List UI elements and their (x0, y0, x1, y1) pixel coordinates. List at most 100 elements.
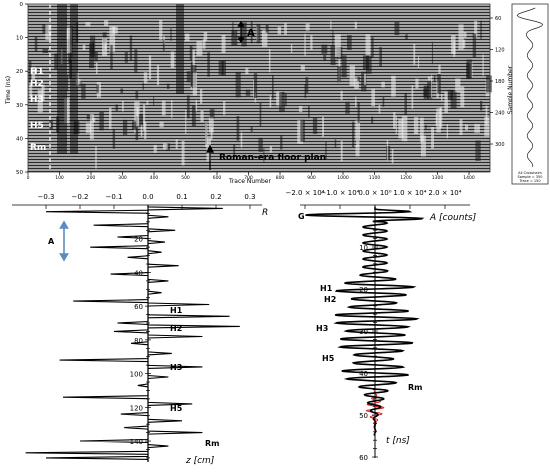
radargram-streak (170, 51, 175, 69)
radargram-streak (102, 37, 108, 57)
amplitude-label-H5: H5 (322, 354, 335, 363)
radargram-streak (122, 119, 128, 135)
radargram-streak (221, 60, 226, 76)
radargram-streak (233, 144, 236, 158)
radargram-streak (89, 114, 94, 140)
radargram-streak (120, 88, 124, 94)
radargram-streak (357, 76, 360, 82)
radargram-streak (269, 95, 272, 108)
radargram-streak (391, 75, 396, 97)
amplitude-x-label: A [counts] (429, 213, 477, 223)
radargram-label-H2: H2 (30, 79, 44, 89)
radargram-streak (261, 30, 268, 48)
radargram-streak (146, 100, 149, 106)
radargram-streak (305, 23, 310, 31)
radargram-streak (192, 72, 198, 96)
radargram-streak (256, 23, 261, 44)
radargram-streak (162, 143, 168, 150)
amplitude-label-Rm: Rm (408, 383, 423, 392)
radargram-streak (253, 73, 258, 99)
radargram-streak (170, 28, 172, 41)
radargram-streak (54, 53, 58, 70)
radargram-streak (455, 78, 461, 93)
reflectivity-label-Rm: Rm (205, 439, 220, 448)
radargram-streak (345, 101, 350, 114)
floor-plan-arrow (205, 144, 215, 170)
radargram-streak (41, 84, 45, 101)
reflectivity-y-label: z [cm] (185, 456, 215, 466)
radargram-streak (340, 140, 343, 162)
radargram-streak (352, 121, 355, 148)
radargram-streak (265, 24, 269, 33)
radargram-streak (210, 127, 213, 140)
radargram-streak (417, 56, 420, 68)
radargram-streak (195, 99, 198, 112)
radargram-y-label: Time (ns) (5, 76, 12, 105)
radargram-streak (362, 55, 369, 71)
radargram-streak (236, 116, 240, 141)
radargram-streak (420, 135, 426, 157)
radargram-streak (96, 84, 99, 93)
radargram-x-tick-label: 100 (55, 175, 64, 181)
radargram-streak (365, 34, 371, 56)
radargram-streak (431, 127, 434, 149)
radargram-streak (431, 75, 433, 98)
radargram-x-tick-label: 1100 (369, 175, 381, 181)
radargram-streak (349, 65, 355, 86)
radargram-streak (321, 44, 328, 54)
radargram-streak (419, 117, 424, 142)
radargram-y-tick-label: 10 (16, 36, 23, 42)
amplitude-x-tick-label: −2.0 × 10⁴ (285, 189, 324, 197)
radargram-streak (436, 108, 441, 133)
radargram-streaks (28, 4, 492, 169)
radargram-streak (354, 21, 357, 29)
reflectivity-spikes (25, 205, 240, 462)
reflectivity-label-H5: H5 (170, 404, 183, 413)
radargram-streak (415, 78, 419, 89)
radargram-streak (434, 75, 436, 83)
radargram-streak (355, 96, 357, 107)
radargram-streak (297, 120, 304, 144)
radargram-streak (386, 139, 389, 162)
reflectivity-y-tick-label: 20 (134, 236, 143, 244)
radargram-streak (284, 23, 287, 35)
radargram-streak (475, 140, 481, 161)
reflectivity-x-tick-label: 0.2 (210, 193, 221, 201)
radargram-streak (75, 78, 81, 85)
radargram-streak (356, 140, 360, 147)
radargram: 0 10 20 30 40 50 Time (ns) 0 100 200 300 400 500 60… (5, 2, 514, 185)
radargram-streak (186, 95, 190, 119)
radargram-x-tick-label: 300 (118, 175, 127, 181)
radargram-streak (354, 78, 359, 89)
radargram-streak (480, 20, 482, 39)
radargram-x-tick-label: 900 (307, 175, 316, 181)
radargram-arrow-A (237, 20, 245, 44)
radargram-streak (312, 117, 318, 134)
radargram-streak (92, 41, 94, 55)
reflectivity-y-tick-label: 120 (130, 404, 143, 412)
radargram-streak (447, 89, 453, 100)
radargram-streak (486, 75, 492, 93)
radargram-streak (271, 74, 274, 99)
radargram-streak (378, 104, 381, 114)
radargram-streak (153, 96, 155, 106)
trace-inset: All Crosshairs Sample = 350 Trace = 150 (511, 3, 549, 185)
radargram-streak (110, 44, 113, 70)
radargram-x-tick-label: 700 (244, 175, 253, 181)
radargram-streak (192, 49, 195, 72)
radargram-label-H1: H1 (30, 67, 44, 77)
radargram-streak (337, 66, 341, 83)
reflectivity-x-tick-label: 0.3 (244, 193, 255, 201)
reflectivity-x-tick-label: −0.2 (72, 193, 89, 201)
radargram-streak (37, 89, 43, 113)
trace-inset-caption-1: All Crosshairs (518, 171, 542, 175)
radargram-streak (207, 52, 210, 77)
radargram-streak (109, 26, 116, 52)
amplitude-x-tick-label: 0.0 × 10⁰ (358, 189, 391, 197)
radargram-streak (129, 35, 133, 62)
radargram-streak (221, 34, 226, 54)
radargram-streak (482, 54, 484, 76)
amplitude-label-H2: H2 (324, 295, 336, 304)
radargram-streak (67, 74, 69, 92)
radargram-streak (162, 40, 165, 51)
